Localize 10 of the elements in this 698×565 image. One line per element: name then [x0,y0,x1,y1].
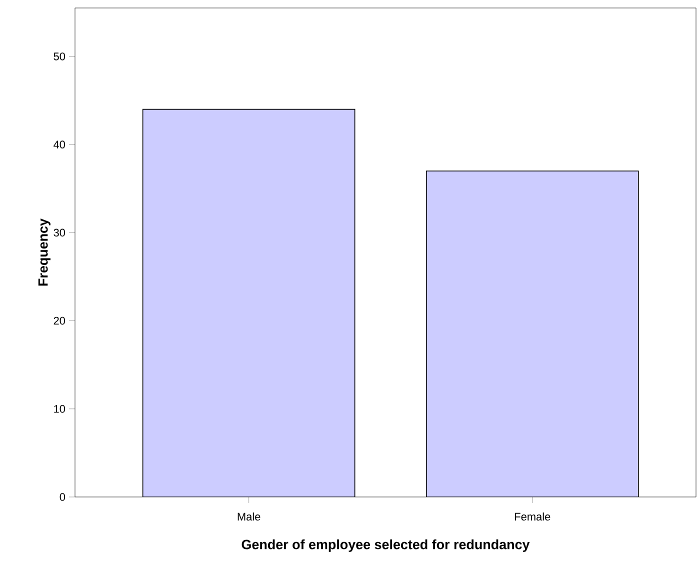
y-axis-title: Frequency [38,218,50,286]
y-tick-label: 20 [54,316,66,325]
y-tick-label: 10 [54,405,66,413]
y-tick-label: 40 [54,140,66,148]
x-axis-title: Gender of employee selected for redundancy [242,539,530,552]
x-tick-label: Female [515,512,550,521]
y-tick-label: 50 [54,52,66,60]
x-tick-label: Male [238,512,260,521]
y-tick-label: 30 [54,228,66,237]
y-tick-label: 0 [60,493,66,501]
